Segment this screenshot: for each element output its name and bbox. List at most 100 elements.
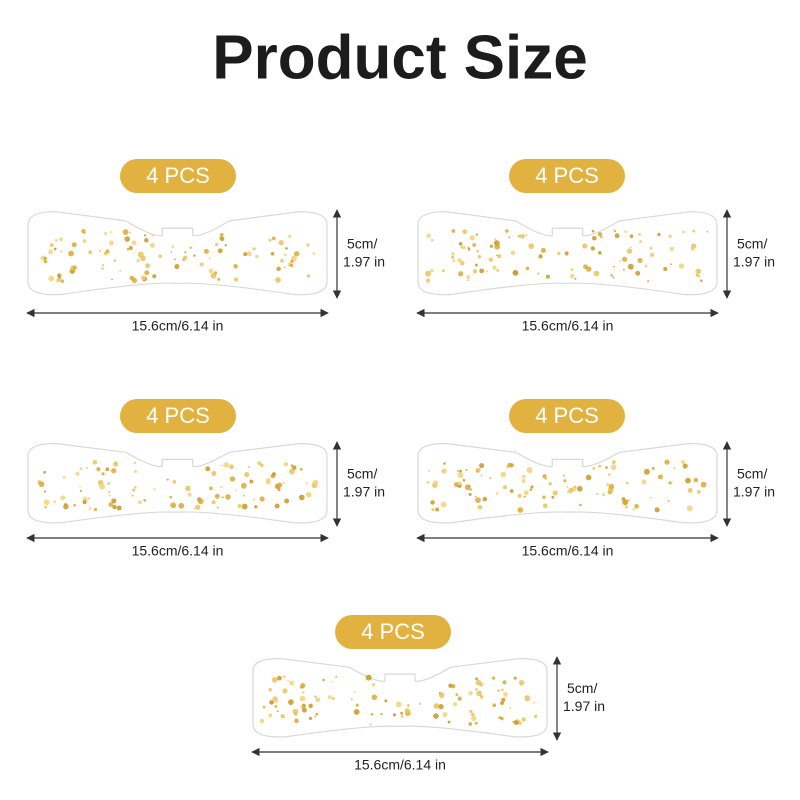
gold-dot — [654, 507, 660, 513]
gold-dot — [170, 251, 173, 253]
gold-dot — [173, 258, 176, 261]
gold-dot — [144, 238, 149, 243]
gold-dot — [102, 263, 105, 267]
gold-dot — [627, 499, 630, 502]
gold-dot — [610, 273, 613, 277]
gold-dot — [669, 246, 675, 252]
gold-dot — [113, 461, 118, 465]
gold-dot — [62, 475, 66, 479]
gold-dot — [644, 264, 648, 268]
badge-text: 4 PCS — [361, 619, 425, 644]
gold-dot — [400, 711, 404, 715]
gold-dot — [476, 249, 479, 253]
gold-dot — [521, 717, 526, 722]
gold-dot — [501, 697, 506, 702]
gold-dot — [260, 463, 264, 468]
badge — [335, 615, 451, 649]
gold-dot — [288, 234, 292, 238]
gold-dot — [425, 270, 432, 277]
gold-dot — [60, 250, 63, 253]
gold-dot — [53, 500, 57, 504]
gold-dot — [472, 269, 477, 274]
gold-dot — [60, 279, 65, 283]
height-label: 1.97 in — [733, 254, 775, 270]
gold-dot — [564, 251, 569, 256]
gold-dot — [695, 268, 702, 275]
gold-dot — [187, 492, 192, 497]
gold-dot — [521, 478, 526, 484]
gold-dot — [613, 229, 617, 233]
gold-dot — [664, 459, 670, 465]
gold-dot — [257, 461, 262, 466]
gold-dot — [635, 270, 641, 276]
gold-dot — [242, 494, 245, 497]
gold-dot — [457, 258, 462, 263]
gold-dot — [551, 495, 555, 499]
gold-dot — [475, 679, 482, 686]
gold-dot — [442, 712, 448, 718]
gold-dot — [108, 490, 111, 494]
gold-dot — [105, 467, 110, 472]
gold-dot — [98, 249, 101, 252]
gold-dot — [284, 498, 290, 504]
gold-dot — [282, 675, 286, 679]
gold-dot — [475, 497, 481, 503]
gold-dot — [184, 251, 187, 254]
gold-dot — [457, 696, 462, 701]
gold-dot — [56, 278, 61, 283]
gold-dot — [458, 271, 464, 277]
gold-dot — [144, 270, 150, 276]
gold-dot — [626, 248, 633, 254]
gold-dot — [480, 474, 483, 477]
gold-dot — [492, 703, 497, 708]
gold-dot — [492, 676, 496, 680]
gold-dot — [289, 468, 295, 475]
gold-dot — [116, 505, 122, 511]
gold-dot — [108, 494, 111, 497]
gold-dot — [451, 229, 456, 233]
gold-dot — [101, 472, 105, 476]
gold-dot — [169, 495, 173, 499]
gold-dot — [502, 680, 507, 685]
gold-dot — [48, 275, 55, 282]
gold-dot — [544, 477, 548, 480]
gold-dot — [468, 691, 473, 696]
gold-dot — [475, 467, 481, 473]
gold-dot — [435, 507, 440, 512]
gold-dot — [489, 244, 494, 248]
gold-dot — [686, 505, 693, 512]
gold-dot — [462, 478, 466, 482]
gold-dot — [569, 273, 575, 279]
gold-dot — [474, 721, 478, 725]
gold-dot — [193, 507, 196, 510]
gold-dot — [663, 266, 668, 272]
gold-dot — [537, 272, 540, 275]
gold-dot — [111, 278, 113, 281]
gold-dot — [214, 242, 219, 247]
gold-dot — [243, 252, 248, 257]
gold-dot — [395, 701, 402, 708]
gold-dot — [452, 259, 456, 263]
gold-dot — [508, 236, 511, 239]
gold-dot — [104, 232, 108, 236]
gold-dot — [79, 467, 83, 471]
height-label: 5cm/ — [737, 236, 767, 252]
gold-dot — [229, 476, 236, 482]
gold-dot — [275, 277, 281, 283]
gold-dot — [249, 479, 254, 484]
gold-dot — [298, 494, 305, 501]
gold-dot — [79, 489, 82, 492]
gold-dot — [88, 497, 90, 500]
gold-dot — [598, 464, 602, 468]
gold-dot — [282, 481, 285, 484]
gold-dot — [680, 459, 686, 465]
gold-dot — [208, 257, 211, 260]
gold-dot — [624, 504, 629, 509]
gold-dot — [124, 236, 131, 242]
gold-dot — [433, 713, 439, 719]
gold-dot — [525, 266, 530, 271]
width-label: 15.6cm/6.14 in — [354, 757, 446, 773]
gold-dot — [134, 485, 137, 489]
gold-dot — [598, 251, 602, 255]
gold-dot — [268, 238, 272, 242]
